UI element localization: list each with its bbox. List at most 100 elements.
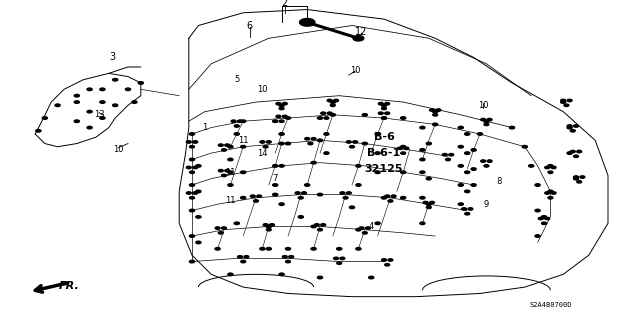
Circle shape — [234, 222, 239, 225]
Circle shape — [381, 259, 387, 261]
Circle shape — [484, 120, 489, 122]
Circle shape — [465, 133, 470, 135]
Circle shape — [266, 141, 271, 143]
Circle shape — [458, 165, 463, 167]
Circle shape — [273, 165, 278, 167]
Circle shape — [189, 209, 195, 212]
Circle shape — [465, 190, 470, 193]
Circle shape — [269, 224, 275, 226]
Circle shape — [375, 152, 380, 154]
Circle shape — [260, 248, 265, 250]
Circle shape — [388, 200, 393, 202]
Circle shape — [100, 88, 105, 91]
Circle shape — [381, 197, 387, 199]
Circle shape — [567, 125, 572, 127]
Circle shape — [263, 145, 268, 148]
Circle shape — [567, 126, 572, 129]
Circle shape — [324, 133, 329, 135]
Circle shape — [279, 165, 284, 167]
Circle shape — [241, 145, 246, 148]
Circle shape — [385, 263, 390, 266]
Circle shape — [327, 112, 332, 115]
Circle shape — [330, 104, 335, 107]
Circle shape — [573, 176, 579, 178]
Circle shape — [458, 145, 463, 148]
Circle shape — [138, 82, 143, 84]
Circle shape — [113, 78, 118, 81]
Circle shape — [538, 217, 543, 220]
Circle shape — [401, 117, 406, 119]
Circle shape — [471, 168, 476, 170]
Circle shape — [189, 133, 195, 135]
Circle shape — [420, 171, 425, 174]
Circle shape — [285, 117, 291, 119]
Circle shape — [401, 197, 406, 199]
Circle shape — [375, 171, 380, 174]
Circle shape — [349, 145, 355, 148]
Circle shape — [321, 224, 326, 226]
Circle shape — [420, 149, 425, 151]
Circle shape — [343, 197, 348, 199]
Circle shape — [317, 139, 323, 142]
Circle shape — [125, 88, 131, 91]
Circle shape — [333, 257, 339, 260]
Circle shape — [193, 166, 198, 169]
Circle shape — [244, 256, 249, 258]
Circle shape — [228, 184, 233, 186]
Circle shape — [305, 184, 310, 186]
Circle shape — [420, 222, 425, 225]
Circle shape — [369, 276, 374, 279]
Text: 2: 2 — [282, 0, 288, 8]
Circle shape — [276, 102, 281, 105]
Circle shape — [282, 102, 287, 105]
Circle shape — [189, 145, 195, 148]
Circle shape — [282, 115, 287, 118]
Circle shape — [362, 232, 367, 234]
Circle shape — [426, 177, 431, 180]
Circle shape — [189, 235, 195, 237]
Circle shape — [279, 107, 284, 110]
Circle shape — [330, 114, 335, 116]
Circle shape — [301, 192, 307, 194]
Circle shape — [353, 141, 358, 143]
Circle shape — [385, 102, 390, 105]
Circle shape — [577, 181, 582, 183]
Circle shape — [218, 232, 223, 234]
Circle shape — [241, 197, 246, 199]
Text: 11: 11 — [225, 168, 236, 177]
Circle shape — [321, 112, 326, 115]
Text: 11: 11 — [238, 136, 248, 145]
Circle shape — [186, 141, 191, 143]
Circle shape — [465, 152, 470, 154]
Circle shape — [189, 197, 195, 199]
Circle shape — [561, 101, 566, 103]
Circle shape — [314, 224, 319, 226]
Circle shape — [426, 206, 431, 209]
Circle shape — [300, 19, 315, 26]
Circle shape — [548, 165, 553, 167]
Circle shape — [356, 248, 361, 250]
Circle shape — [250, 195, 255, 197]
Circle shape — [385, 112, 390, 115]
Circle shape — [349, 206, 355, 209]
Circle shape — [237, 256, 243, 258]
Circle shape — [545, 166, 550, 169]
Circle shape — [381, 107, 387, 110]
Circle shape — [36, 130, 41, 132]
Circle shape — [484, 123, 489, 126]
Text: FR.: FR. — [59, 280, 79, 291]
Circle shape — [420, 158, 425, 161]
Circle shape — [308, 142, 313, 145]
Circle shape — [401, 171, 406, 174]
Circle shape — [279, 273, 284, 276]
Circle shape — [218, 169, 223, 172]
Circle shape — [567, 99, 572, 102]
Circle shape — [471, 184, 476, 186]
Circle shape — [346, 141, 351, 143]
Circle shape — [529, 165, 534, 167]
Text: 11: 11 — [225, 197, 236, 205]
Circle shape — [276, 115, 281, 118]
Text: 32125: 32125 — [365, 164, 403, 174]
Circle shape — [215, 248, 220, 250]
Circle shape — [353, 36, 364, 41]
